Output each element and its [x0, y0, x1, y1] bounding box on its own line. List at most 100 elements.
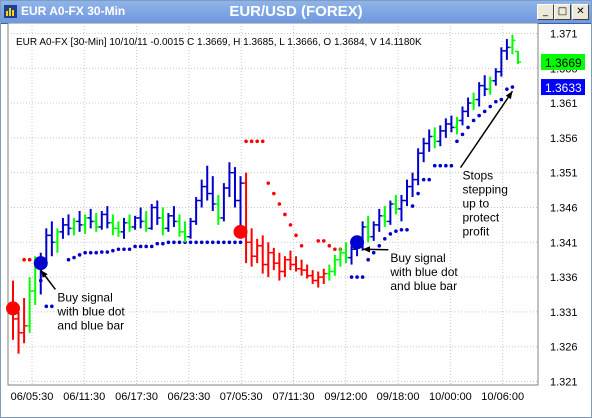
app-icon — [4, 5, 17, 18]
x-tick-label: 06/17:30 — [115, 391, 158, 403]
stop-dot — [410, 204, 415, 208]
stop-dot — [166, 240, 171, 245]
y-tick-label: 1.336 — [550, 272, 578, 284]
stop-dot — [299, 243, 304, 248]
ohlc-bar — [337, 247, 344, 267]
annotation-line: and blue bar — [390, 279, 457, 293]
stop-dot — [488, 104, 493, 109]
stop-dot — [122, 247, 126, 252]
ohlc-bar — [159, 207, 166, 236]
ohlc-bar — [48, 221, 55, 257]
ohlc-bar — [54, 228, 61, 253]
ohlc-bar — [143, 210, 150, 232]
ohlc-bar — [442, 118, 449, 138]
annotation-line: Buy signal — [390, 251, 445, 265]
stop-dot — [199, 240, 204, 245]
stop-dot — [333, 247, 337, 252]
stop-dot — [116, 247, 121, 252]
annotation-line: Stops — [463, 169, 494, 183]
ohlc-bar — [176, 214, 183, 237]
ohlc-bar — [15, 311, 22, 354]
ohlc-bar — [93, 213, 100, 232]
stop-dot — [466, 125, 470, 130]
stop-dot — [172, 240, 176, 245]
stop-dot — [88, 250, 93, 255]
stop-dot — [477, 113, 481, 118]
sell-signal-dot — [233, 224, 248, 239]
stop-dot — [366, 257, 370, 262]
ohlc-bar — [320, 268, 327, 285]
stop-dot — [216, 240, 221, 245]
stop-dot — [360, 275, 365, 279]
stop-dot — [432, 163, 437, 168]
ohlc-bar — [492, 68, 499, 86]
annotation-arrowhead — [40, 270, 48, 278]
stop-dot — [471, 118, 476, 123]
ohlc-bar — [109, 214, 116, 236]
stop-dot — [444, 163, 448, 168]
y-tick-label: 1.361 — [550, 98, 578, 110]
stop-dot — [233, 240, 237, 245]
stop-dot — [272, 191, 276, 196]
stop-dot — [505, 87, 509, 91]
stop-dot — [138, 244, 143, 249]
annotation-line: Buy signal — [57, 290, 112, 304]
stop-dot — [133, 244, 137, 249]
stop-dot — [99, 250, 104, 254]
close-button[interactable]: ✕ — [572, 4, 589, 20]
stop-dot — [222, 240, 226, 245]
ohlc-bar — [448, 115, 455, 133]
ohlc-bar — [182, 221, 189, 243]
y-tick-label: 1.326 — [550, 342, 578, 354]
ohlc-bar — [409, 172, 416, 198]
stop-dot — [210, 240, 215, 245]
sell-signal-dot — [6, 301, 20, 316]
stop-dot — [438, 163, 443, 168]
ohlc-bar — [259, 235, 266, 274]
ohlc-bar — [220, 183, 227, 222]
stop-dot — [255, 139, 259, 144]
y-tick-label: 1.346 — [550, 202, 578, 214]
stop-dot — [44, 304, 49, 309]
stop-price-tag: 1.3633 — [545, 81, 582, 95]
x-tick-label: 07/11:30 — [272, 391, 314, 403]
ohlc-bar — [59, 217, 66, 239]
stop-dot — [294, 233, 298, 238]
stop-dot — [377, 243, 382, 248]
ohlc-bar — [104, 206, 111, 229]
ohlc-bar — [248, 228, 255, 267]
price-chart[interactable]: 1.3711.3661.3611.3561.3511.3461.3411.336… — [1, 23, 591, 417]
ohlc-bar — [165, 213, 172, 232]
x-tick-label: 10/00:00 — [429, 391, 472, 403]
stop-dot — [244, 139, 248, 144]
annotation-line: with blue dot — [389, 265, 458, 279]
annotation-arrow — [459, 90, 514, 169]
ohlc-bar — [476, 82, 483, 107]
stop-dot — [105, 250, 110, 254]
x-tick-label: 06/23:30 — [167, 391, 210, 403]
minimize-button[interactable]: _ — [537, 4, 554, 20]
ohlc-bar — [137, 207, 144, 229]
stop-dot — [349, 275, 354, 279]
title-bar[interactable]: EUR A0-FX 30-Min EUR/USD (FOREX) _ □ ✕ — [1, 1, 591, 24]
plot-area — [7, 23, 539, 386]
ohlc-bar — [115, 221, 122, 237]
ohlc-bar — [265, 242, 272, 278]
ohlc-bar — [193, 197, 200, 225]
maximize-button[interactable]: □ — [554, 4, 571, 20]
ohlc-bar — [437, 125, 444, 147]
stop-dot — [227, 240, 232, 245]
stop-dot — [355, 275, 359, 279]
stop-dot — [416, 191, 420, 196]
stop-dot — [149, 244, 154, 249]
x-tick-label: 06/11:30 — [63, 391, 105, 403]
stop-dot — [371, 250, 376, 255]
ohlc-bar — [465, 97, 472, 117]
stop-dot — [266, 181, 271, 185]
stop-dot — [188, 240, 193, 245]
stop-dot — [316, 239, 321, 243]
ohlc-bar — [509, 34, 516, 55]
stop-dot — [482, 109, 487, 114]
ohlc-bar — [71, 217, 78, 236]
ohlc-bar — [498, 47, 505, 77]
